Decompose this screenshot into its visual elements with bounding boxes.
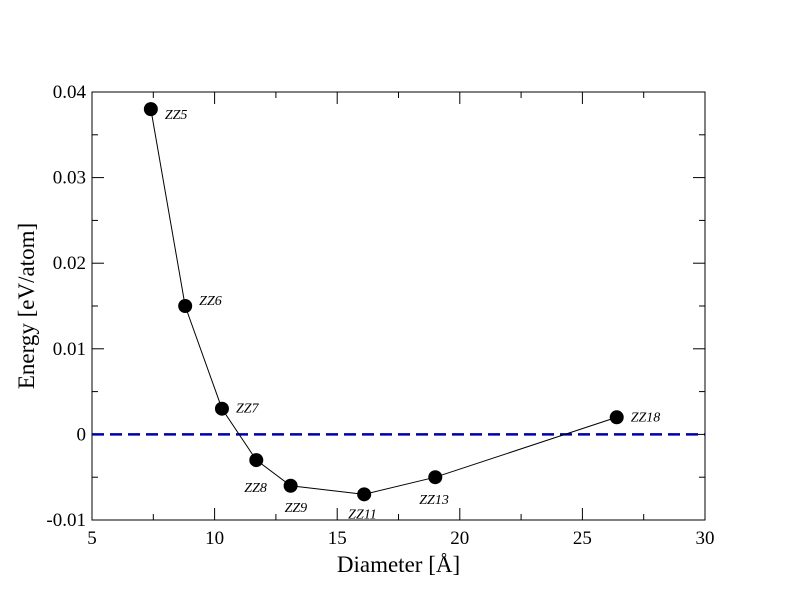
data-point-label: ZZ9 xyxy=(285,501,308,516)
data-point-marker xyxy=(143,102,158,117)
data-point-label: ZZ6 xyxy=(199,294,222,309)
data-point-label: ZZ8 xyxy=(244,481,267,496)
y-tick-label: 0.01 xyxy=(53,339,86,360)
data-point-label: ZZ13 xyxy=(419,493,449,508)
tick-labels: 5 10 15 20 25 30 -0.01 0 0.01 0.02 0.03 0.04 xyxy=(46,82,714,549)
x-tick-label: 15 xyxy=(328,528,347,549)
axis-ticks xyxy=(91,91,706,521)
data-point-marker xyxy=(357,487,372,502)
y-tick-label: -0.01 xyxy=(46,510,86,531)
point-labels: ZZ5 ZZ6 ZZ7 ZZ8 ZZ9 ZZ11 ZZ13 ZZ18 xyxy=(165,108,660,522)
y-tick-label: 0.02 xyxy=(53,253,86,274)
x-axis-title: Diameter [Å] xyxy=(337,552,460,577)
x-tick-label: 30 xyxy=(696,528,715,549)
data-point-marker xyxy=(428,470,443,485)
y-axis-title: Energy [eV/atom] xyxy=(14,223,39,389)
x-tick-label: 20 xyxy=(450,528,469,549)
data-point-marker xyxy=(609,410,624,425)
data-points xyxy=(143,102,624,502)
y-tick-label: 0.03 xyxy=(53,168,86,189)
data-point-label: ZZ7 xyxy=(236,402,260,417)
y-tick-label: 0 xyxy=(77,424,87,445)
data-point-marker xyxy=(178,299,193,313)
x-tick-label: 5 xyxy=(87,528,97,549)
y-tick-label: 0.04 xyxy=(53,82,87,103)
data-point-marker xyxy=(249,453,264,468)
series-line xyxy=(150,109,617,495)
data-point-label: ZZ11 xyxy=(348,507,377,522)
data-point-label: ZZ5 xyxy=(165,108,188,123)
data-point-marker xyxy=(283,478,298,493)
x-tick-label: 25 xyxy=(573,528,592,549)
data-point-label: ZZ18 xyxy=(631,410,661,425)
x-tick-label: 10 xyxy=(205,528,224,549)
data-point-marker xyxy=(214,401,229,416)
